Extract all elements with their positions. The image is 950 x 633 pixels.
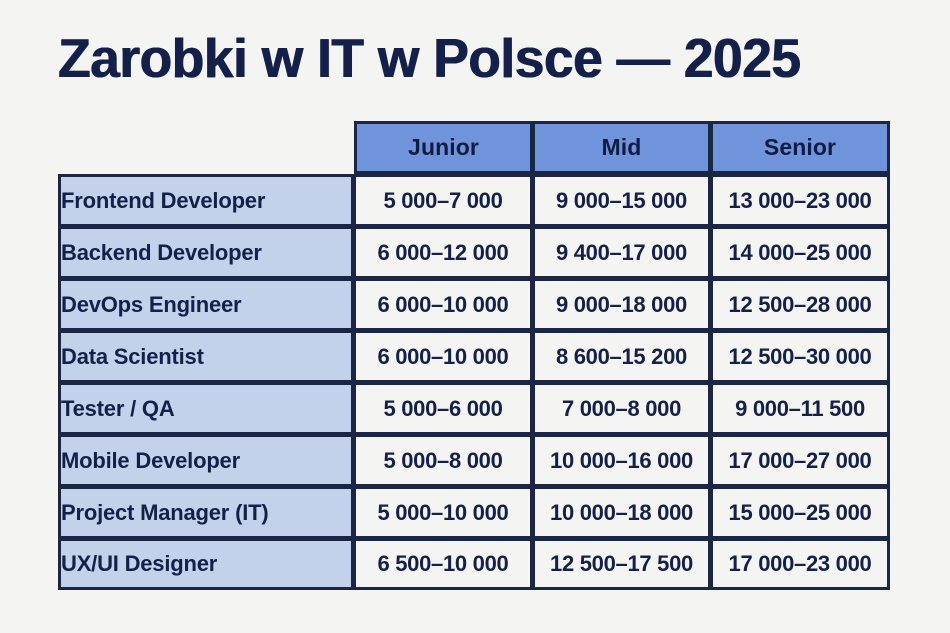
junior-value: 5 000–8 000 <box>354 434 533 486</box>
junior-value: 6 000–10 000 <box>354 330 533 382</box>
table-row: UX/UI Designer 6 500–10 000 12 500–17 50… <box>58 538 890 590</box>
table-header: Junior Mid Senior <box>58 121 890 174</box>
table-row: Data Scientist 6 000–10 000 8 600–15 200… <box>58 330 890 382</box>
column-header-junior: Junior <box>354 121 533 174</box>
mid-value: 9 000–15 000 <box>533 174 711 226</box>
mid-value: 8 600–15 200 <box>533 330 711 382</box>
junior-value: 6 500–10 000 <box>354 538 533 590</box>
table-row: DevOps Engineer 6 000–10 000 9 000–18 00… <box>58 278 890 330</box>
mid-value: 9 000–18 000 <box>533 278 711 330</box>
mid-value: 7 000–8 000 <box>533 382 711 434</box>
senior-value: 14 000–25 000 <box>711 226 890 278</box>
page-title: Zarobki w IT w Polsce — 2025 <box>58 27 801 89</box>
junior-value: 6 000–12 000 <box>354 226 533 278</box>
header-row: Junior Mid Senior <box>58 121 890 174</box>
column-header-mid: Mid <box>533 121 711 174</box>
column-header-senior: Senior <box>711 121 890 174</box>
salary-table: Junior Mid Senior Frontend Developer 5 0… <box>58 121 890 590</box>
mid-value: 10 000–16 000 <box>533 434 711 486</box>
senior-value: 12 500–30 000 <box>711 330 890 382</box>
role-label: Tester / QA <box>58 382 354 434</box>
role-label: Frontend Developer <box>58 174 354 226</box>
table-body: Frontend Developer 5 000–7 000 9 000–15 … <box>58 174 890 590</box>
senior-value: 15 000–25 000 <box>711 486 890 538</box>
mid-value: 10 000–18 000 <box>533 486 711 538</box>
table-row: Mobile Developer 5 000–8 000 10 000–16 0… <box>58 434 890 486</box>
senior-value: 12 500–28 000 <box>711 278 890 330</box>
senior-value: 9 000–11 500 <box>711 382 890 434</box>
role-label: Project Manager (IT) <box>58 486 354 538</box>
junior-value: 5 000–6 000 <box>354 382 533 434</box>
role-label: Backend Developer <box>58 226 354 278</box>
senior-value: 17 000–27 000 <box>711 434 890 486</box>
table-row: Tester / QA 5 000–6 000 7 000–8 000 9 00… <box>58 382 890 434</box>
role-label: Data Scientist <box>58 330 354 382</box>
senior-value: 17 000–23 000 <box>711 538 890 590</box>
mid-value: 12 500–17 500 <box>533 538 711 590</box>
role-label: UX/UI Designer <box>58 538 354 590</box>
table-row: Project Manager (IT) 5 000–10 000 10 000… <box>58 486 890 538</box>
senior-value: 13 000–23 000 <box>711 174 890 226</box>
mid-value: 9 400–17 000 <box>533 226 711 278</box>
role-label: DevOps Engineer <box>58 278 354 330</box>
junior-value: 6 000–10 000 <box>354 278 533 330</box>
role-label: Mobile Developer <box>58 434 354 486</box>
table-row: Frontend Developer 5 000–7 000 9 000–15 … <box>58 174 890 226</box>
junior-value: 5 000–10 000 <box>354 486 533 538</box>
junior-value: 5 000–7 000 <box>354 174 533 226</box>
table-row: Backend Developer 6 000–12 000 9 400–17 … <box>58 226 890 278</box>
table-corner-cell <box>58 121 354 174</box>
